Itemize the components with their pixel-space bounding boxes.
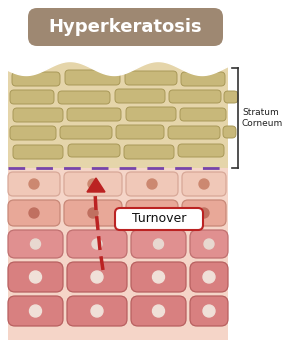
Circle shape — [91, 305, 103, 317]
FancyBboxPatch shape — [182, 172, 226, 196]
Text: Stratum
Corneum: Stratum Corneum — [242, 108, 283, 128]
FancyBboxPatch shape — [168, 126, 220, 139]
Circle shape — [154, 239, 164, 249]
FancyBboxPatch shape — [190, 262, 228, 292]
FancyBboxPatch shape — [67, 108, 121, 121]
FancyBboxPatch shape — [8, 296, 63, 326]
FancyBboxPatch shape — [126, 107, 176, 121]
FancyBboxPatch shape — [8, 58, 228, 168]
FancyBboxPatch shape — [124, 145, 174, 159]
FancyBboxPatch shape — [28, 8, 223, 46]
FancyBboxPatch shape — [10, 90, 54, 104]
FancyBboxPatch shape — [8, 262, 63, 292]
FancyBboxPatch shape — [8, 230, 63, 258]
FancyBboxPatch shape — [182, 200, 226, 226]
FancyBboxPatch shape — [116, 125, 164, 139]
Polygon shape — [87, 178, 105, 192]
Circle shape — [152, 305, 164, 317]
Circle shape — [147, 179, 157, 189]
Circle shape — [31, 239, 40, 249]
FancyBboxPatch shape — [223, 126, 236, 138]
FancyBboxPatch shape — [68, 144, 120, 157]
Circle shape — [88, 179, 98, 189]
Text: Hyperkeratosis: Hyperkeratosis — [49, 18, 202, 36]
FancyBboxPatch shape — [169, 90, 221, 103]
FancyBboxPatch shape — [10, 126, 56, 140]
FancyBboxPatch shape — [60, 126, 112, 139]
FancyBboxPatch shape — [131, 230, 186, 258]
Circle shape — [199, 179, 209, 189]
FancyBboxPatch shape — [58, 91, 110, 104]
FancyBboxPatch shape — [126, 172, 178, 196]
FancyBboxPatch shape — [180, 108, 226, 121]
Circle shape — [199, 208, 209, 218]
FancyBboxPatch shape — [64, 200, 122, 226]
FancyBboxPatch shape — [67, 296, 127, 326]
Circle shape — [152, 271, 164, 283]
FancyBboxPatch shape — [190, 230, 228, 258]
Circle shape — [147, 208, 157, 218]
FancyBboxPatch shape — [65, 70, 120, 85]
FancyBboxPatch shape — [115, 208, 203, 230]
FancyBboxPatch shape — [125, 71, 177, 85]
FancyBboxPatch shape — [190, 296, 228, 326]
Circle shape — [88, 208, 98, 218]
Circle shape — [29, 179, 39, 189]
Circle shape — [29, 271, 41, 283]
Text: Turnover: Turnover — [132, 212, 186, 226]
Circle shape — [203, 305, 215, 317]
FancyBboxPatch shape — [178, 144, 224, 157]
FancyBboxPatch shape — [126, 200, 178, 226]
FancyBboxPatch shape — [8, 200, 60, 226]
Circle shape — [29, 305, 41, 317]
FancyBboxPatch shape — [131, 296, 186, 326]
Circle shape — [92, 239, 102, 249]
FancyBboxPatch shape — [131, 262, 186, 292]
FancyBboxPatch shape — [67, 230, 127, 258]
FancyBboxPatch shape — [181, 72, 225, 86]
FancyBboxPatch shape — [115, 89, 165, 103]
FancyBboxPatch shape — [224, 91, 238, 103]
Circle shape — [29, 208, 39, 218]
FancyBboxPatch shape — [8, 168, 228, 340]
FancyBboxPatch shape — [64, 172, 122, 196]
FancyBboxPatch shape — [12, 72, 60, 86]
Circle shape — [203, 271, 215, 283]
FancyBboxPatch shape — [8, 172, 60, 196]
FancyBboxPatch shape — [13, 108, 63, 122]
Circle shape — [91, 271, 103, 283]
FancyBboxPatch shape — [13, 145, 63, 159]
FancyBboxPatch shape — [67, 262, 127, 292]
Circle shape — [204, 239, 214, 249]
